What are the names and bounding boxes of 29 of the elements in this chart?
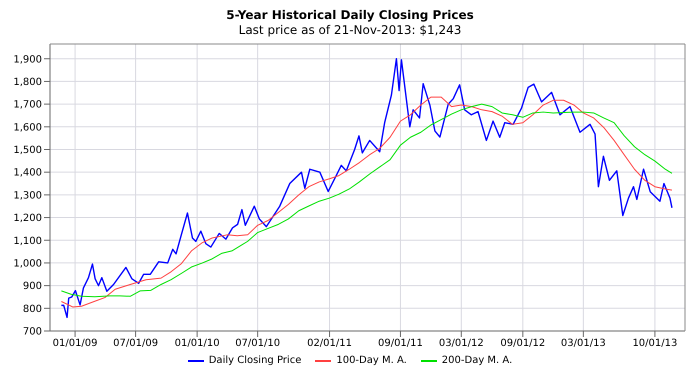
y-tick-label: 1,300 <box>13 190 42 202</box>
y-tick-label: 800 <box>22 304 42 315</box>
x-tick-label: 01/01/10 <box>174 338 220 350</box>
x-tick-label: 02/01/11 <box>307 338 352 350</box>
chart-subtitle: Last price as of 21-Nov-2013: $1,243 <box>238 23 462 37</box>
x-tick-label: 09/01/12 <box>500 338 546 350</box>
y-tick-label: 700 <box>22 326 42 338</box>
y-tick-label: 1,000 <box>13 258 42 270</box>
line-series <box>60 58 673 318</box>
y-tick-label: 1,200 <box>13 213 42 224</box>
y-tick-label: 1,800 <box>13 76 42 88</box>
y-tick-label: 1,400 <box>13 168 42 179</box>
x-tick-label: 03/01/13 <box>560 338 606 350</box>
y-tick-label: 1,700 <box>13 100 42 111</box>
x-tick-label: 03/01/12 <box>438 338 484 350</box>
x-tick-label: 09/01/11 <box>378 338 423 350</box>
legend-label: 200-Day M. A. <box>442 355 512 366</box>
x-tick-label: 07/01/10 <box>235 338 280 350</box>
y-tick-label: 1,600 <box>13 122 42 134</box>
chart-title: 5-Year Historical Daily Closing Prices <box>225 8 475 22</box>
y-tick-label: 1,900 <box>13 54 42 66</box>
y-tick-label: 1,500 <box>13 145 42 156</box>
x-tick-label: 07/01/09 <box>113 338 158 350</box>
y-tick-label: 900 <box>22 281 42 292</box>
legend-label: 100-Day M. A. <box>336 355 407 366</box>
y-tick-label: 1,100 <box>13 236 42 247</box>
legend-label: Daily Closing Price <box>208 355 302 366</box>
x-tick-label: 01/01/09 <box>52 338 98 350</box>
x-tick-label: 10/01/13 <box>632 338 678 350</box>
